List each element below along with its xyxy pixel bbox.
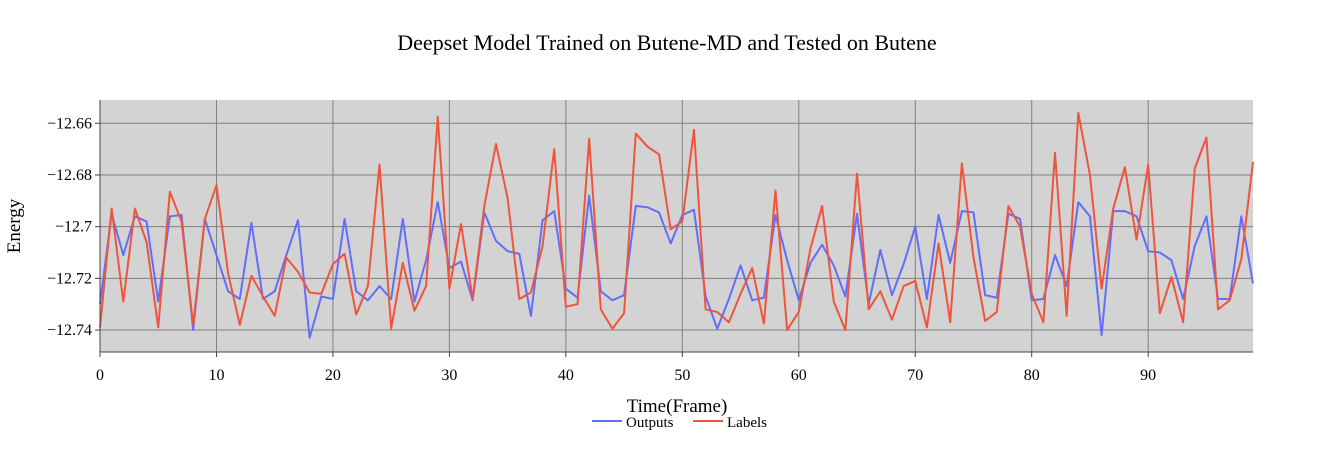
x-tick-label: 10 <box>208 367 224 384</box>
x-tick-label: 40 <box>558 367 574 384</box>
x-tick-label: 50 <box>674 367 690 384</box>
x-axis-ticks: 0 10 20 30 40 50 60 70 80 90 <box>96 351 1253 384</box>
y-tick-label: −12.74 <box>47 322 92 339</box>
y-tick-label: −12.66 <box>47 115 92 132</box>
legend-item-outputs[interactable]: Outputs <box>592 415 674 431</box>
legend-label: Labels <box>727 415 767 431</box>
x-tick-label: 20 <box>325 367 341 384</box>
chart-title: Deepset Model Trained on Butene-MD and T… <box>397 30 936 55</box>
series-layer <box>99 111 1254 339</box>
x-tick-label: 80 <box>1024 367 1040 384</box>
x-tick-label: 70 <box>907 367 923 384</box>
y-tick-label: −12.68 <box>47 167 92 184</box>
series-line-outputs <box>99 194 1254 339</box>
series-line-labels <box>99 111 1254 332</box>
x-tick-label: 90 <box>1140 367 1156 384</box>
y-axis-ticks: −12.74 −12.72 −12.7 −12.68 −12.66 <box>47 100 101 352</box>
y-tick-label: −12.72 <box>47 270 92 287</box>
legend-item-labels[interactable]: Labels <box>693 415 767 431</box>
x-tick-label: 30 <box>441 367 457 384</box>
y-tick-label: −12.7 <box>55 219 92 236</box>
y-axis-label: Energy <box>4 198 25 253</box>
x-gridlines <box>215 100 1149 352</box>
legend[interactable]: Outputs Labels <box>592 415 767 431</box>
x-tick-label: 60 <box>791 367 807 384</box>
x-tick-label: 0 <box>96 367 104 384</box>
legend-label: Outputs <box>626 415 674 431</box>
x-axis-label: Time(Frame) <box>627 396 728 417</box>
